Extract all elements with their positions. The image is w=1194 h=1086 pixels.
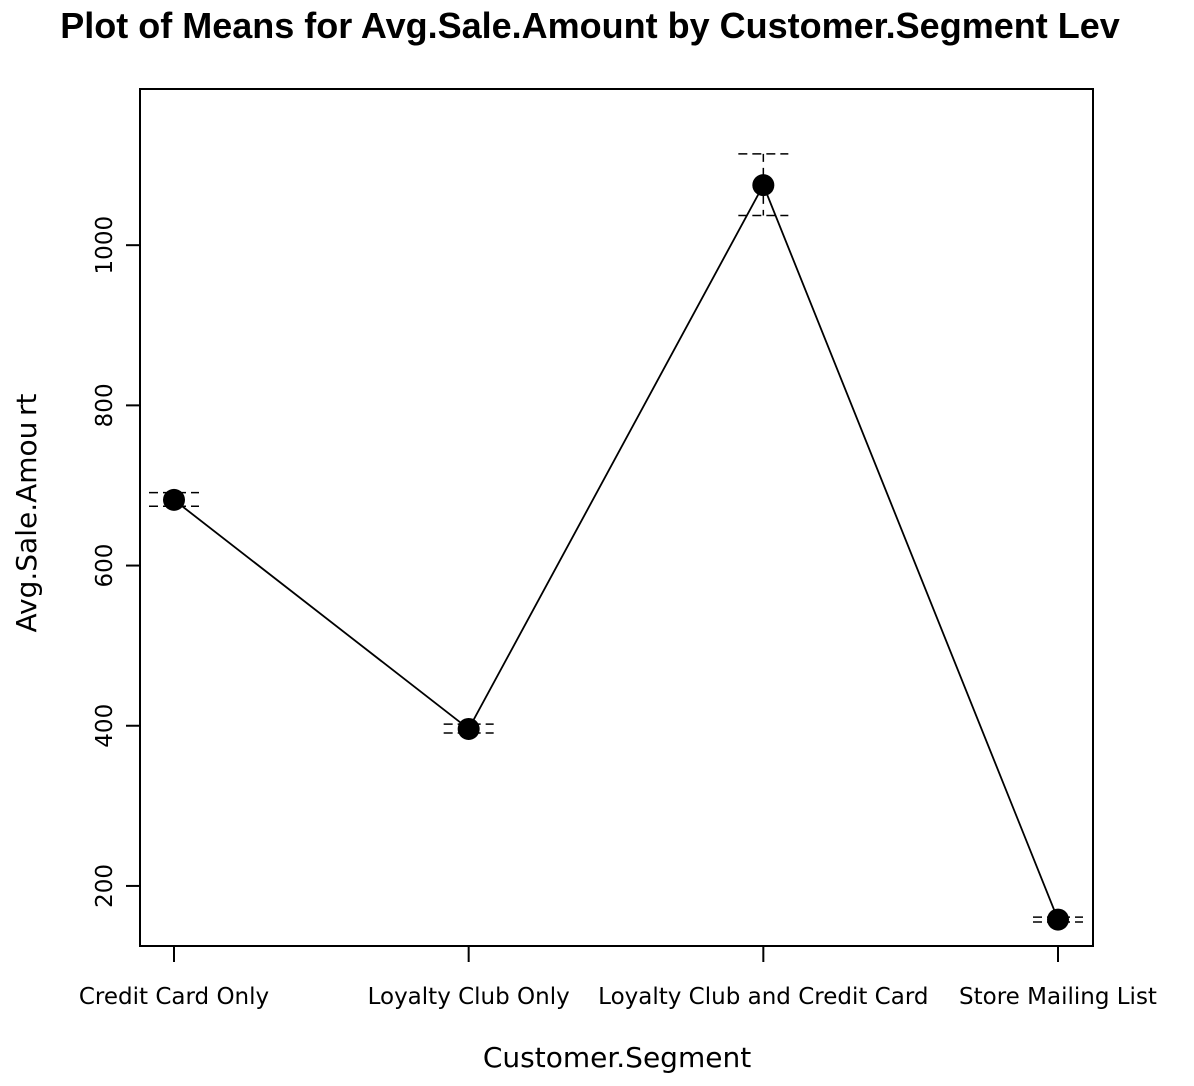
- data-points: [163, 174, 1069, 931]
- series-line: [173, 182, 1059, 920]
- y-tick-label-3: 800: [92, 383, 118, 427]
- plot-frame: [139, 88, 1094, 947]
- x-tick-label-0: Credit Card Only: [79, 984, 269, 1010]
- point-0: [163, 488, 185, 511]
- x-tick-label-3: Store Mailing List: [959, 984, 1157, 1010]
- error-bars: [149, 153, 1083, 923]
- point-1: [457, 717, 480, 740]
- x-axis-title: Customer.Segment: [483, 1041, 751, 1074]
- x-axis: Credit Card Only Loyalty Club Only Loyalty…: [79, 946, 1157, 1010]
- y-axis-title: Avg.Sale.Amou rt: [10, 393, 43, 632]
- y-tick-label-1: 400: [92, 704, 118, 748]
- y-tick-label-2: 600: [92, 544, 118, 588]
- x-tick-label-2: Loyalty Club and Credit Card: [598, 984, 928, 1010]
- point-3: [1047, 908, 1069, 931]
- means-line: [173, 182, 1059, 920]
- point-2: [752, 174, 775, 197]
- x-tick-label-1: Loyalty Club Only: [368, 984, 570, 1010]
- chart-title: Plot of Means for Avg.Sale.Amount by Cus…: [60, 5, 1120, 46]
- y-axis: 200 400 600 800 1000: [92, 216, 140, 908]
- y-tick-label-0: 200: [92, 864, 118, 908]
- y-tick-label-4: 1000: [92, 216, 118, 275]
